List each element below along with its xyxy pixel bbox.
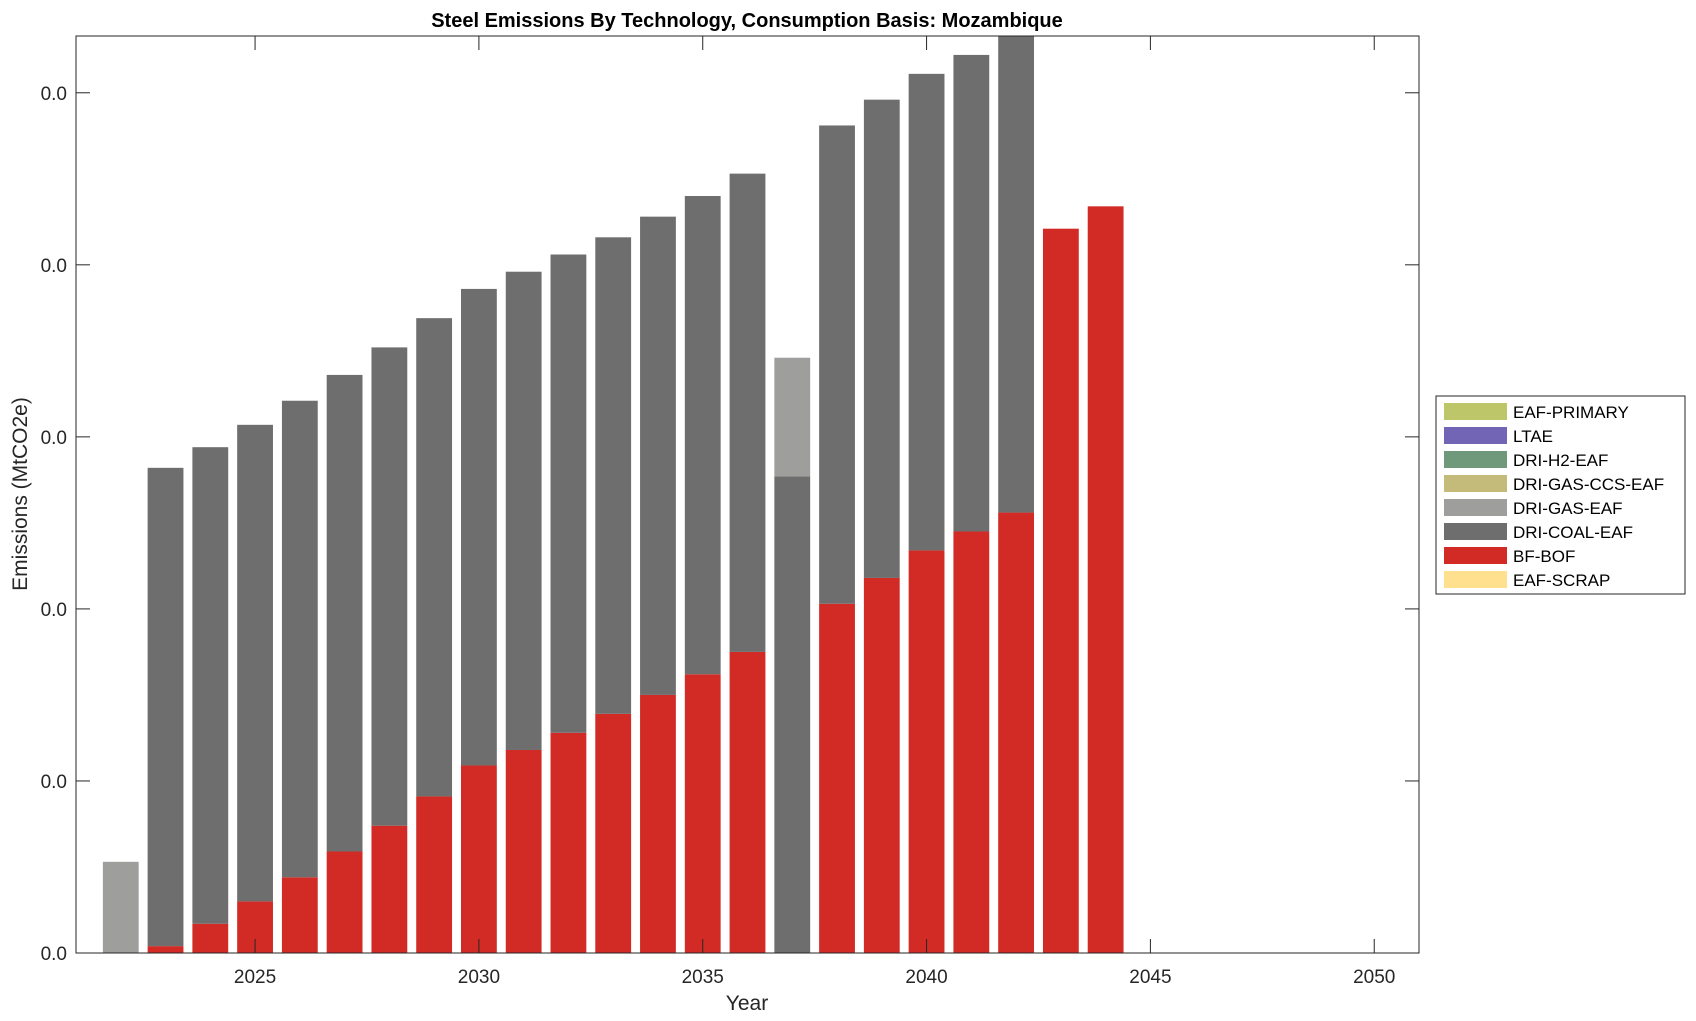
bar-dri-coal-eaf-2035	[684, 196, 721, 675]
bar-bf-bof-2027	[326, 851, 363, 953]
bars-group	[102, 36, 1124, 953]
bar-bf-bof-2035	[684, 674, 721, 953]
bar-bf-bof-2031	[505, 749, 542, 953]
bar-dri-coal-eaf-2024	[192, 447, 229, 924]
bar-bf-bof-2028	[371, 825, 408, 953]
x-axis: 2025 2030 2035 2040 2045 2050	[234, 36, 1395, 988]
bar-bf-bof-2036	[729, 651, 766, 953]
bar-dri-coal-eaf-2033	[595, 237, 632, 714]
bar-dri-coal-eaf-2023	[147, 467, 184, 947]
legend-label: DRI-GAS-EAF	[1513, 499, 1623, 518]
legend-swatch-bf-bof	[1444, 547, 1507, 564]
bar-bf-bof-2032	[550, 732, 587, 953]
legend-swatch-ltae	[1444, 427, 1507, 444]
x-tick-label: 2040	[905, 967, 947, 988]
plot-frame	[75, 35, 1420, 954]
y-tick-label: 0.0	[41, 84, 67, 105]
y-tick-label: 0.0	[41, 256, 67, 277]
bar-dri-gas-eaf-2022	[102, 861, 139, 953]
legend-swatch-eaf-primary	[1444, 403, 1507, 420]
legend-label: LTAE	[1513, 427, 1553, 446]
legend-swatch-eaf-scrap	[1444, 571, 1507, 588]
legend-swatch-dri-gas-eaf	[1444, 499, 1507, 516]
bar-bf-bof-2040	[908, 550, 945, 953]
legend-label: DRI-GAS-CCS-EAF	[1513, 475, 1664, 494]
x-tick-label: 2050	[1353, 967, 1395, 988]
x-tick-label: 2025	[234, 967, 276, 988]
legend-label: DRI-COAL-EAF	[1513, 523, 1633, 542]
bar-bf-bof-2026	[281, 877, 318, 953]
bar-dri-coal-eaf-2037	[774, 476, 811, 953]
bar-bf-bof-2039	[863, 577, 900, 953]
legend-swatch-dri-gas-ccs-eaf	[1444, 475, 1507, 492]
bar-dri-coal-eaf-2029	[416, 318, 453, 797]
bar-bf-bof-2041	[953, 531, 990, 953]
y-axis-label: Emissions (MtCO2e)	[9, 397, 32, 591]
legend-label: BF-BOF	[1513, 547, 1575, 566]
bar-bf-bof-2023	[147, 946, 184, 953]
legend-swatch-dri-coal-eaf	[1444, 523, 1507, 540]
bar-dri-coal-eaf-2028	[371, 347, 408, 826]
x-tick-label: 2035	[682, 967, 724, 988]
bar-bf-bof-2029	[416, 796, 453, 953]
bar-dri-coal-eaf-2038	[819, 125, 855, 604]
bar-bf-bof-2044	[1087, 206, 1124, 953]
legend-label: DRI-H2-EAF	[1513, 451, 1608, 470]
bar-dri-gas-eaf-2037	[774, 357, 811, 477]
legend-label: EAF-PRIMARY	[1513, 403, 1629, 422]
y-tick-label: 0.0	[41, 600, 67, 621]
y-tick-label: 0.0	[41, 944, 67, 965]
bar-dri-coal-eaf-2026	[281, 400, 318, 878]
bar-dri-coal-eaf-2032	[550, 254, 587, 733]
bar-bf-bof-2033	[595, 713, 632, 953]
bar-dri-coal-eaf-2042	[998, 36, 1035, 513]
bar-bf-bof-2024	[192, 923, 229, 953]
bar-dri-coal-eaf-2039	[863, 99, 900, 578]
bar-bf-bof-2030	[460, 765, 497, 953]
x-axis-label: Year	[726, 992, 768, 1015]
y-tick-label: 0.0	[41, 772, 67, 793]
x-tick-label: 2045	[1129, 967, 1171, 988]
bar-bf-bof-2038	[819, 603, 855, 953]
bar-bf-bof-2043	[1042, 228, 1079, 953]
y-axis: 0.0 0.0 0.0 0.0 0.0 0.0	[41, 84, 1419, 965]
bar-dri-coal-eaf-2031	[505, 271, 542, 750]
bar-dri-coal-eaf-2036	[729, 173, 766, 652]
bar-bf-bof-2042	[998, 512, 1035, 953]
bar-dri-coal-eaf-2025	[237, 424, 273, 902]
bar-dri-coal-eaf-2030	[460, 288, 497, 766]
legend: EAF-PRIMARY LTAE DRI-H2-EAF DRI-GAS-CCS-EAF…	[1435, 395, 1686, 595]
bar-dri-coal-eaf-2034	[640, 216, 676, 695]
bar-dri-coal-eaf-2027	[326, 374, 363, 852]
x-tick-label: 2030	[458, 967, 500, 988]
legend-label: EAF-SCRAP	[1513, 571, 1610, 590]
y-tick-label: 0.0	[41, 428, 67, 449]
bar-bf-bof-2034	[640, 694, 676, 953]
chart-title: Steel Emissions By Technology, Consumpti…	[431, 10, 1063, 32]
bar-dri-coal-eaf-2040	[908, 73, 945, 551]
bar-dri-coal-eaf-2041	[953, 54, 990, 532]
legend-swatch-dri-h2-eaf	[1444, 451, 1507, 468]
